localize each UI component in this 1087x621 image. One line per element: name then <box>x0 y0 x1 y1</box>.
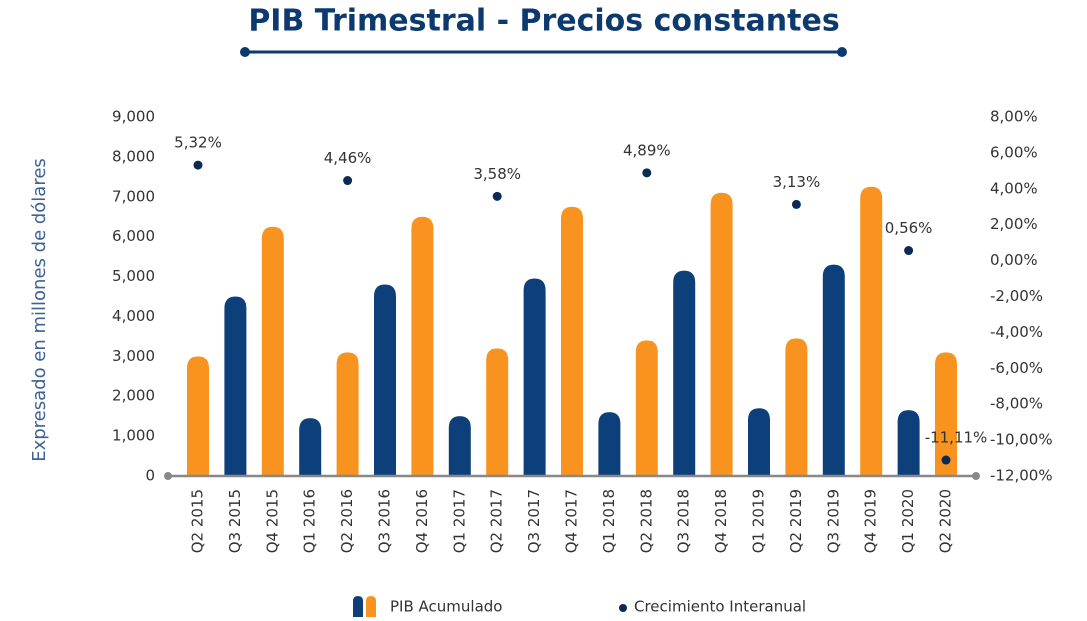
bar <box>598 412 621 476</box>
bar <box>261 226 284 476</box>
x-tick-label: Q1 2018 <box>600 489 618 553</box>
y2-tick-label: -12,00% <box>990 467 1053 485</box>
x-tick-label: Q3 2015 <box>226 489 244 553</box>
x-tick-label: Q1 2016 <box>301 489 319 553</box>
y-tick-label: 5,000 <box>112 267 155 285</box>
point <box>193 160 203 170</box>
bar <box>822 264 845 476</box>
y-axis-label: Expresado en millones de dólares <box>29 158 50 462</box>
bar <box>561 206 583 476</box>
y2-tick-label: 6,00% <box>990 143 1038 161</box>
y2-tick-label: -2,00% <box>990 287 1043 305</box>
bar <box>635 340 658 476</box>
data-label: 4,89% <box>623 141 671 159</box>
x-tick-label: Q4 2019 <box>862 489 880 553</box>
x-tick-label: Q2 2015 <box>189 489 207 553</box>
y-tick-label: 9,000 <box>112 108 155 126</box>
x-tick-label: Q2 2019 <box>787 489 805 553</box>
bar <box>860 186 883 477</box>
bar <box>299 418 322 476</box>
y-tick-label: 1,000 <box>112 427 155 445</box>
y-tick-label: 3,000 <box>112 347 155 365</box>
x-tick-label: Q2 2018 <box>637 489 655 553</box>
legend-label: PIB Acumulado <box>390 598 502 616</box>
x-tick-label: Q2 2017 <box>488 489 506 553</box>
bar <box>935 352 957 476</box>
y2-tick-label: -8,00% <box>990 395 1043 413</box>
point <box>642 168 652 178</box>
x-tick-label: Q4 2015 <box>263 489 281 553</box>
bar <box>187 356 209 476</box>
legend-swatch <box>619 604 627 612</box>
y2-tick-label: 8,00% <box>990 108 1038 126</box>
x-tick-label: Q1 2017 <box>450 489 468 553</box>
bar <box>336 352 359 476</box>
bar <box>374 284 396 476</box>
x-tick-label: Q3 2019 <box>824 489 842 553</box>
bar <box>523 278 546 476</box>
y-tick-label: 7,000 <box>112 187 155 205</box>
chart-title: PIB Trimestral - Precios constantes <box>248 4 839 39</box>
point <box>492 191 502 201</box>
bar <box>224 296 247 476</box>
y-tick-label: 4,000 <box>112 307 155 325</box>
y2-tick-label: 4,00% <box>990 179 1038 197</box>
y2-tick-label: -10,00% <box>990 431 1053 449</box>
title-underline-dot <box>837 47 847 57</box>
bar <box>448 416 471 476</box>
data-label: 0,56% <box>885 219 933 237</box>
axis-end <box>972 472 980 480</box>
x-tick-label: Q3 2016 <box>376 489 394 553</box>
data-label: 4,46% <box>324 149 372 167</box>
bar <box>748 408 770 476</box>
point <box>904 246 914 256</box>
x-tick-label: Q1 2020 <box>899 489 917 553</box>
y-tick-label: 8,000 <box>112 147 155 165</box>
axis-end <box>164 472 172 480</box>
legend-swatch <box>366 596 376 617</box>
data-label: 5,32% <box>174 134 222 152</box>
x-tick-label: Q4 2016 <box>413 489 431 553</box>
point <box>941 455 951 465</box>
point <box>343 176 353 186</box>
point <box>791 199 801 209</box>
x-tick-label: Q2 2016 <box>338 489 356 553</box>
title-underline-dot <box>240 47 250 57</box>
y2-tick-label: 2,00% <box>990 215 1038 233</box>
bar <box>710 192 733 477</box>
bar <box>785 338 808 476</box>
y-tick-label: 2,000 <box>112 387 155 405</box>
legend-label: Crecimiento Interanual <box>634 598 806 616</box>
bar <box>411 216 434 476</box>
legend-swatch <box>353 596 363 617</box>
y-tick-label: 6,000 <box>112 227 155 245</box>
data-label: 3,13% <box>773 173 821 191</box>
x-tick-label: Q4 2017 <box>563 489 581 553</box>
data-label: -11,11% <box>925 429 988 447</box>
bar <box>897 410 920 476</box>
y2-tick-label: -6,00% <box>990 359 1043 377</box>
bar <box>486 348 509 476</box>
x-tick-label: Q3 2018 <box>675 489 693 553</box>
y2-tick-label: -4,00% <box>990 323 1043 341</box>
bar <box>673 270 696 476</box>
x-tick-label: Q1 2019 <box>750 489 768 553</box>
y-tick-label: 0 <box>145 467 155 485</box>
x-tick-label: Q2 2020 <box>937 489 955 553</box>
y2-tick-label: 0,00% <box>990 251 1038 269</box>
x-tick-label: Q4 2018 <box>712 489 730 553</box>
x-tick-label: Q3 2017 <box>525 489 543 553</box>
data-label: 3,58% <box>473 165 521 183</box>
